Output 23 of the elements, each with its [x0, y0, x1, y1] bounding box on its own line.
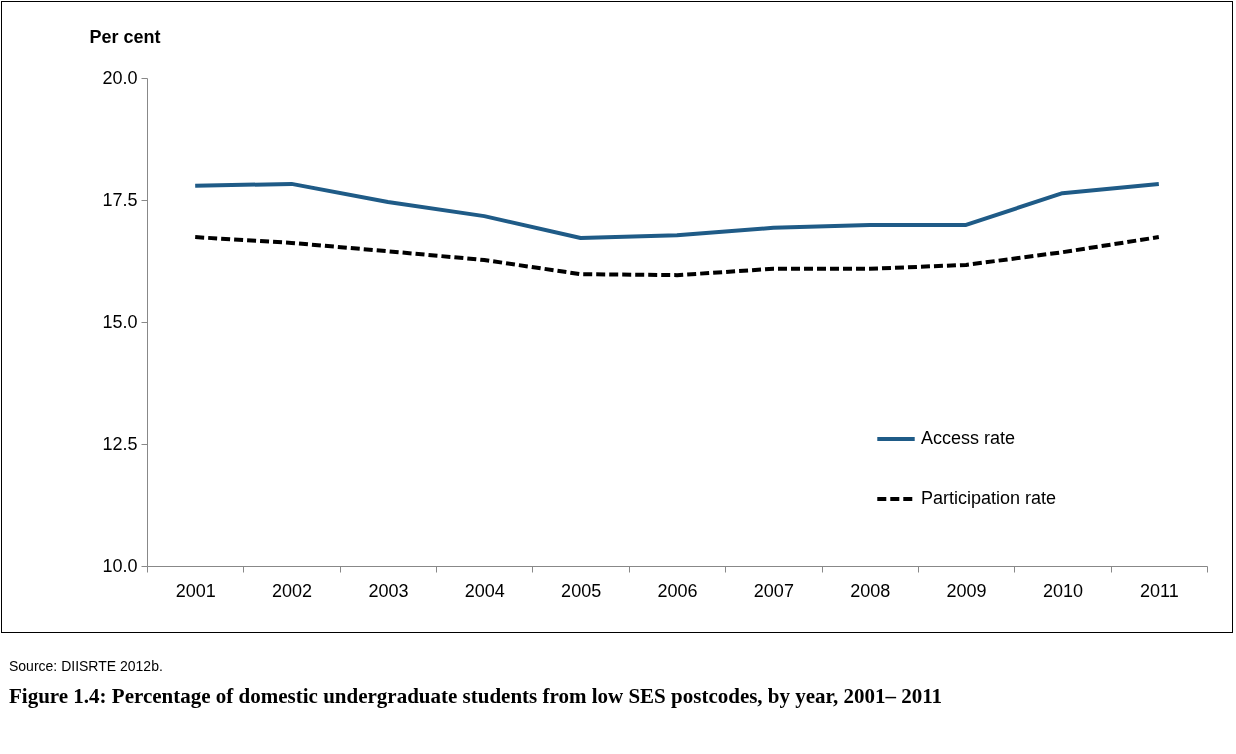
- source-note: Source: DIISRTE 2012b.: [9, 658, 163, 674]
- legend-label: Access rate: [921, 428, 1016, 448]
- y-tick-label: 12.5: [102, 433, 138, 454]
- line-series: [193, 235, 1161, 278]
- y-axis-title: Per cent: [89, 26, 161, 47]
- x-tick-label: 2006: [657, 580, 698, 601]
- legend-label: Participation rate: [921, 488, 1057, 508]
- x-tick-label: 2003: [368, 580, 409, 601]
- x-tick-label: 2005: [561, 580, 602, 601]
- x-tick-label: 2001: [175, 580, 216, 601]
- text: Figure 1.4: Percentage of domestic undergraduate students from low SES postcodes, by year, 2001– 2011: [9, 683, 944, 710]
- x-tick-label: 2002: [272, 580, 313, 601]
- y-tick-label: 10.0: [102, 555, 138, 576]
- x-tick-label: 2011: [1139, 580, 1179, 601]
- y-tick-label: 20.0: [102, 67, 138, 88]
- x-tick-label: 2008: [850, 580, 891, 601]
- line-series: [193, 181, 1161, 241]
- x-tick-label: 2004: [464, 580, 505, 601]
- x-tick-label: 2007: [753, 580, 794, 601]
- x-tick-label: 2010: [1042, 580, 1083, 601]
- y-tick-label: 15.0: [102, 311, 138, 332]
- x-tick-label: 2009: [946, 580, 987, 601]
- y-tick-label: 17.5: [102, 189, 138, 210]
